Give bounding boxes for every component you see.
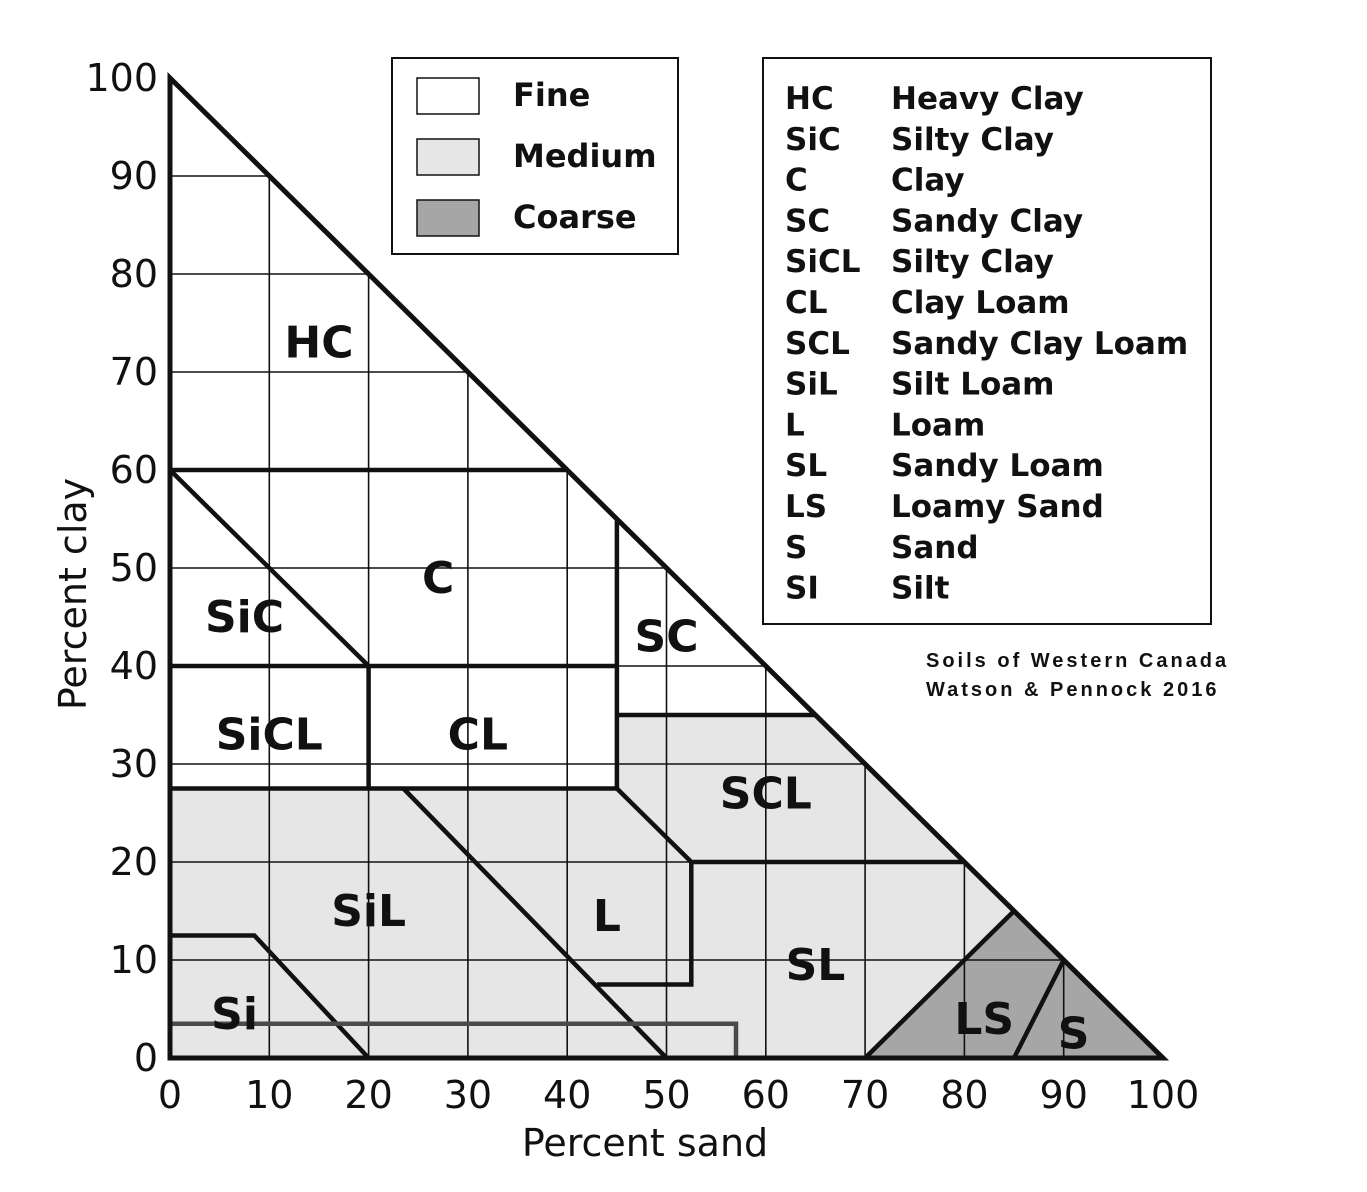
abbr-code: SI bbox=[785, 571, 819, 607]
abbreviation-items: HC Heavy Clay SiC Silty Clay C Clay SC Sandy Cl… bbox=[785, 81, 1188, 607]
region-sil bbox=[170, 788, 667, 1058]
y-tick-label: 70 bbox=[110, 350, 158, 394]
abbr-code: L bbox=[785, 407, 805, 443]
abbr-name: Loam bbox=[891, 407, 985, 443]
abbr-code: CL bbox=[785, 285, 828, 321]
y-tick-label: 100 bbox=[85, 56, 158, 100]
abbr-name: Sand bbox=[891, 530, 979, 566]
region-label-si: Si bbox=[211, 989, 258, 1040]
region-cl bbox=[368, 666, 617, 789]
abbr-name: Heavy Clay bbox=[891, 81, 1084, 117]
credit-line-1: Soils of Western Canada bbox=[926, 650, 1229, 672]
y-tick-label: 50 bbox=[110, 546, 158, 590]
y-axis-title: Percent clay bbox=[51, 478, 95, 710]
abbreviation-frame bbox=[762, 57, 1212, 625]
abbr-name: Sandy Clay Loam bbox=[891, 326, 1188, 362]
legend-swatch-coarse bbox=[416, 199, 480, 237]
legend-swatch-fine bbox=[416, 77, 480, 115]
abbr-code: SiC bbox=[785, 122, 841, 158]
abbr-code: SiCL bbox=[785, 244, 860, 280]
abbr-name: Clay bbox=[891, 163, 965, 199]
triangle-outline bbox=[167, 72, 1170, 1061]
grid-lines bbox=[170, 175, 1065, 1058]
boundary-line bbox=[614, 519, 965, 865]
region-label-ls: LS bbox=[954, 994, 1014, 1045]
y-tick-label: 60 bbox=[110, 448, 158, 492]
y-tick-label: 30 bbox=[110, 742, 158, 786]
abbr-code: C bbox=[785, 163, 808, 199]
x-tick-label: 80 bbox=[940, 1073, 988, 1117]
y-axis-ticks: 0 10 20 30 40 50 60 70 80 90 100 bbox=[85, 56, 158, 1080]
abbr-code: LS bbox=[785, 489, 827, 525]
legend-items: Fine Medium Coarse bbox=[416, 76, 657, 237]
region-l bbox=[403, 788, 692, 985]
abbreviation-key: HC Heavy Clay SiC Silty Clay C Clay SC Sandy Cl… bbox=[762, 57, 1212, 625]
region-label-hc: HC bbox=[284, 318, 353, 369]
x-tick-label: 30 bbox=[444, 1073, 492, 1117]
region-label-l: L bbox=[593, 891, 621, 942]
y-tick-label: 90 bbox=[110, 154, 158, 198]
region-label-sc: SC bbox=[635, 612, 699, 663]
legend-label-medium: Medium bbox=[513, 137, 657, 175]
boundary-line bbox=[1011, 958, 1066, 1060]
abbr-name: Loamy Sand bbox=[891, 489, 1104, 525]
silt-boundary-line bbox=[170, 1021, 739, 1058]
abbr-name: Silt bbox=[891, 571, 950, 607]
legend-label-fine: Fine bbox=[513, 76, 590, 114]
x-tick-label: 70 bbox=[841, 1073, 889, 1117]
abbr-name: Sandy Loam bbox=[891, 448, 1104, 484]
x-tick-label: 100 bbox=[1127, 1073, 1200, 1117]
x-axis-ticks: 0 10 20 30 40 50 60 70 80 90 100 bbox=[158, 1073, 1199, 1117]
x-tick-label: 10 bbox=[245, 1073, 293, 1117]
x-axis-title: Percent sand bbox=[522, 1121, 768, 1165]
abbr-name: Clay Loam bbox=[891, 285, 1070, 321]
abbr-name: Sandy Clay bbox=[891, 203, 1083, 239]
region-label-s: S bbox=[1058, 1009, 1090, 1060]
abbr-name: Silty Clay bbox=[891, 244, 1054, 280]
abbr-code: SC bbox=[785, 203, 830, 239]
x-tick-label: 60 bbox=[742, 1073, 790, 1117]
region-label-sicl: SiCL bbox=[216, 710, 323, 761]
region-label-sl: SL bbox=[786, 940, 846, 991]
boundary-line bbox=[597, 862, 694, 987]
abbr-code: SCL bbox=[785, 326, 850, 362]
region-label-sil: SiL bbox=[331, 886, 406, 937]
texture-legend: Fine Medium Coarse bbox=[391, 57, 679, 255]
x-tick-label: 0 bbox=[158, 1073, 182, 1117]
boundary-line bbox=[168, 468, 371, 668]
abbr-code: S bbox=[785, 530, 807, 566]
y-tick-label: 80 bbox=[110, 252, 158, 296]
abbr-name: Silt Loam bbox=[891, 367, 1054, 403]
region-label-c: C bbox=[422, 553, 454, 604]
x-tick-label: 40 bbox=[543, 1073, 591, 1117]
region-scl bbox=[616, 715, 965, 862]
x-tick-label: 90 bbox=[1040, 1073, 1088, 1117]
credit-line-2: Watson & Pennock 2016 bbox=[926, 679, 1219, 701]
legend-label-coarse: Coarse bbox=[513, 198, 637, 236]
abbr-name: Silty Clay bbox=[891, 122, 1054, 158]
region-label-cl: CL bbox=[448, 710, 508, 761]
region-s bbox=[1014, 960, 1163, 1058]
boundary-line bbox=[401, 786, 669, 1060]
y-tick-label: 20 bbox=[110, 840, 158, 884]
triangle-border bbox=[167, 72, 1170, 1061]
boundary-line bbox=[863, 909, 1016, 1060]
legend-swatch-medium bbox=[416, 138, 480, 176]
class-boundaries bbox=[168, 467, 1066, 1060]
x-tick-label: 50 bbox=[642, 1073, 690, 1117]
y-tick-label: 40 bbox=[110, 644, 158, 688]
abbr-code: SiL bbox=[785, 367, 838, 403]
region-label-sic: SiC bbox=[205, 592, 284, 643]
y-tick-label: 0 bbox=[134, 1036, 158, 1080]
abbr-code: HC bbox=[785, 81, 834, 117]
y-tick-label: 10 bbox=[110, 938, 158, 982]
region-label-scl: SCL bbox=[720, 768, 812, 819]
x-tick-label: 20 bbox=[344, 1073, 392, 1117]
boundary-line bbox=[170, 933, 371, 1060]
abbr-code: SL bbox=[785, 448, 827, 484]
